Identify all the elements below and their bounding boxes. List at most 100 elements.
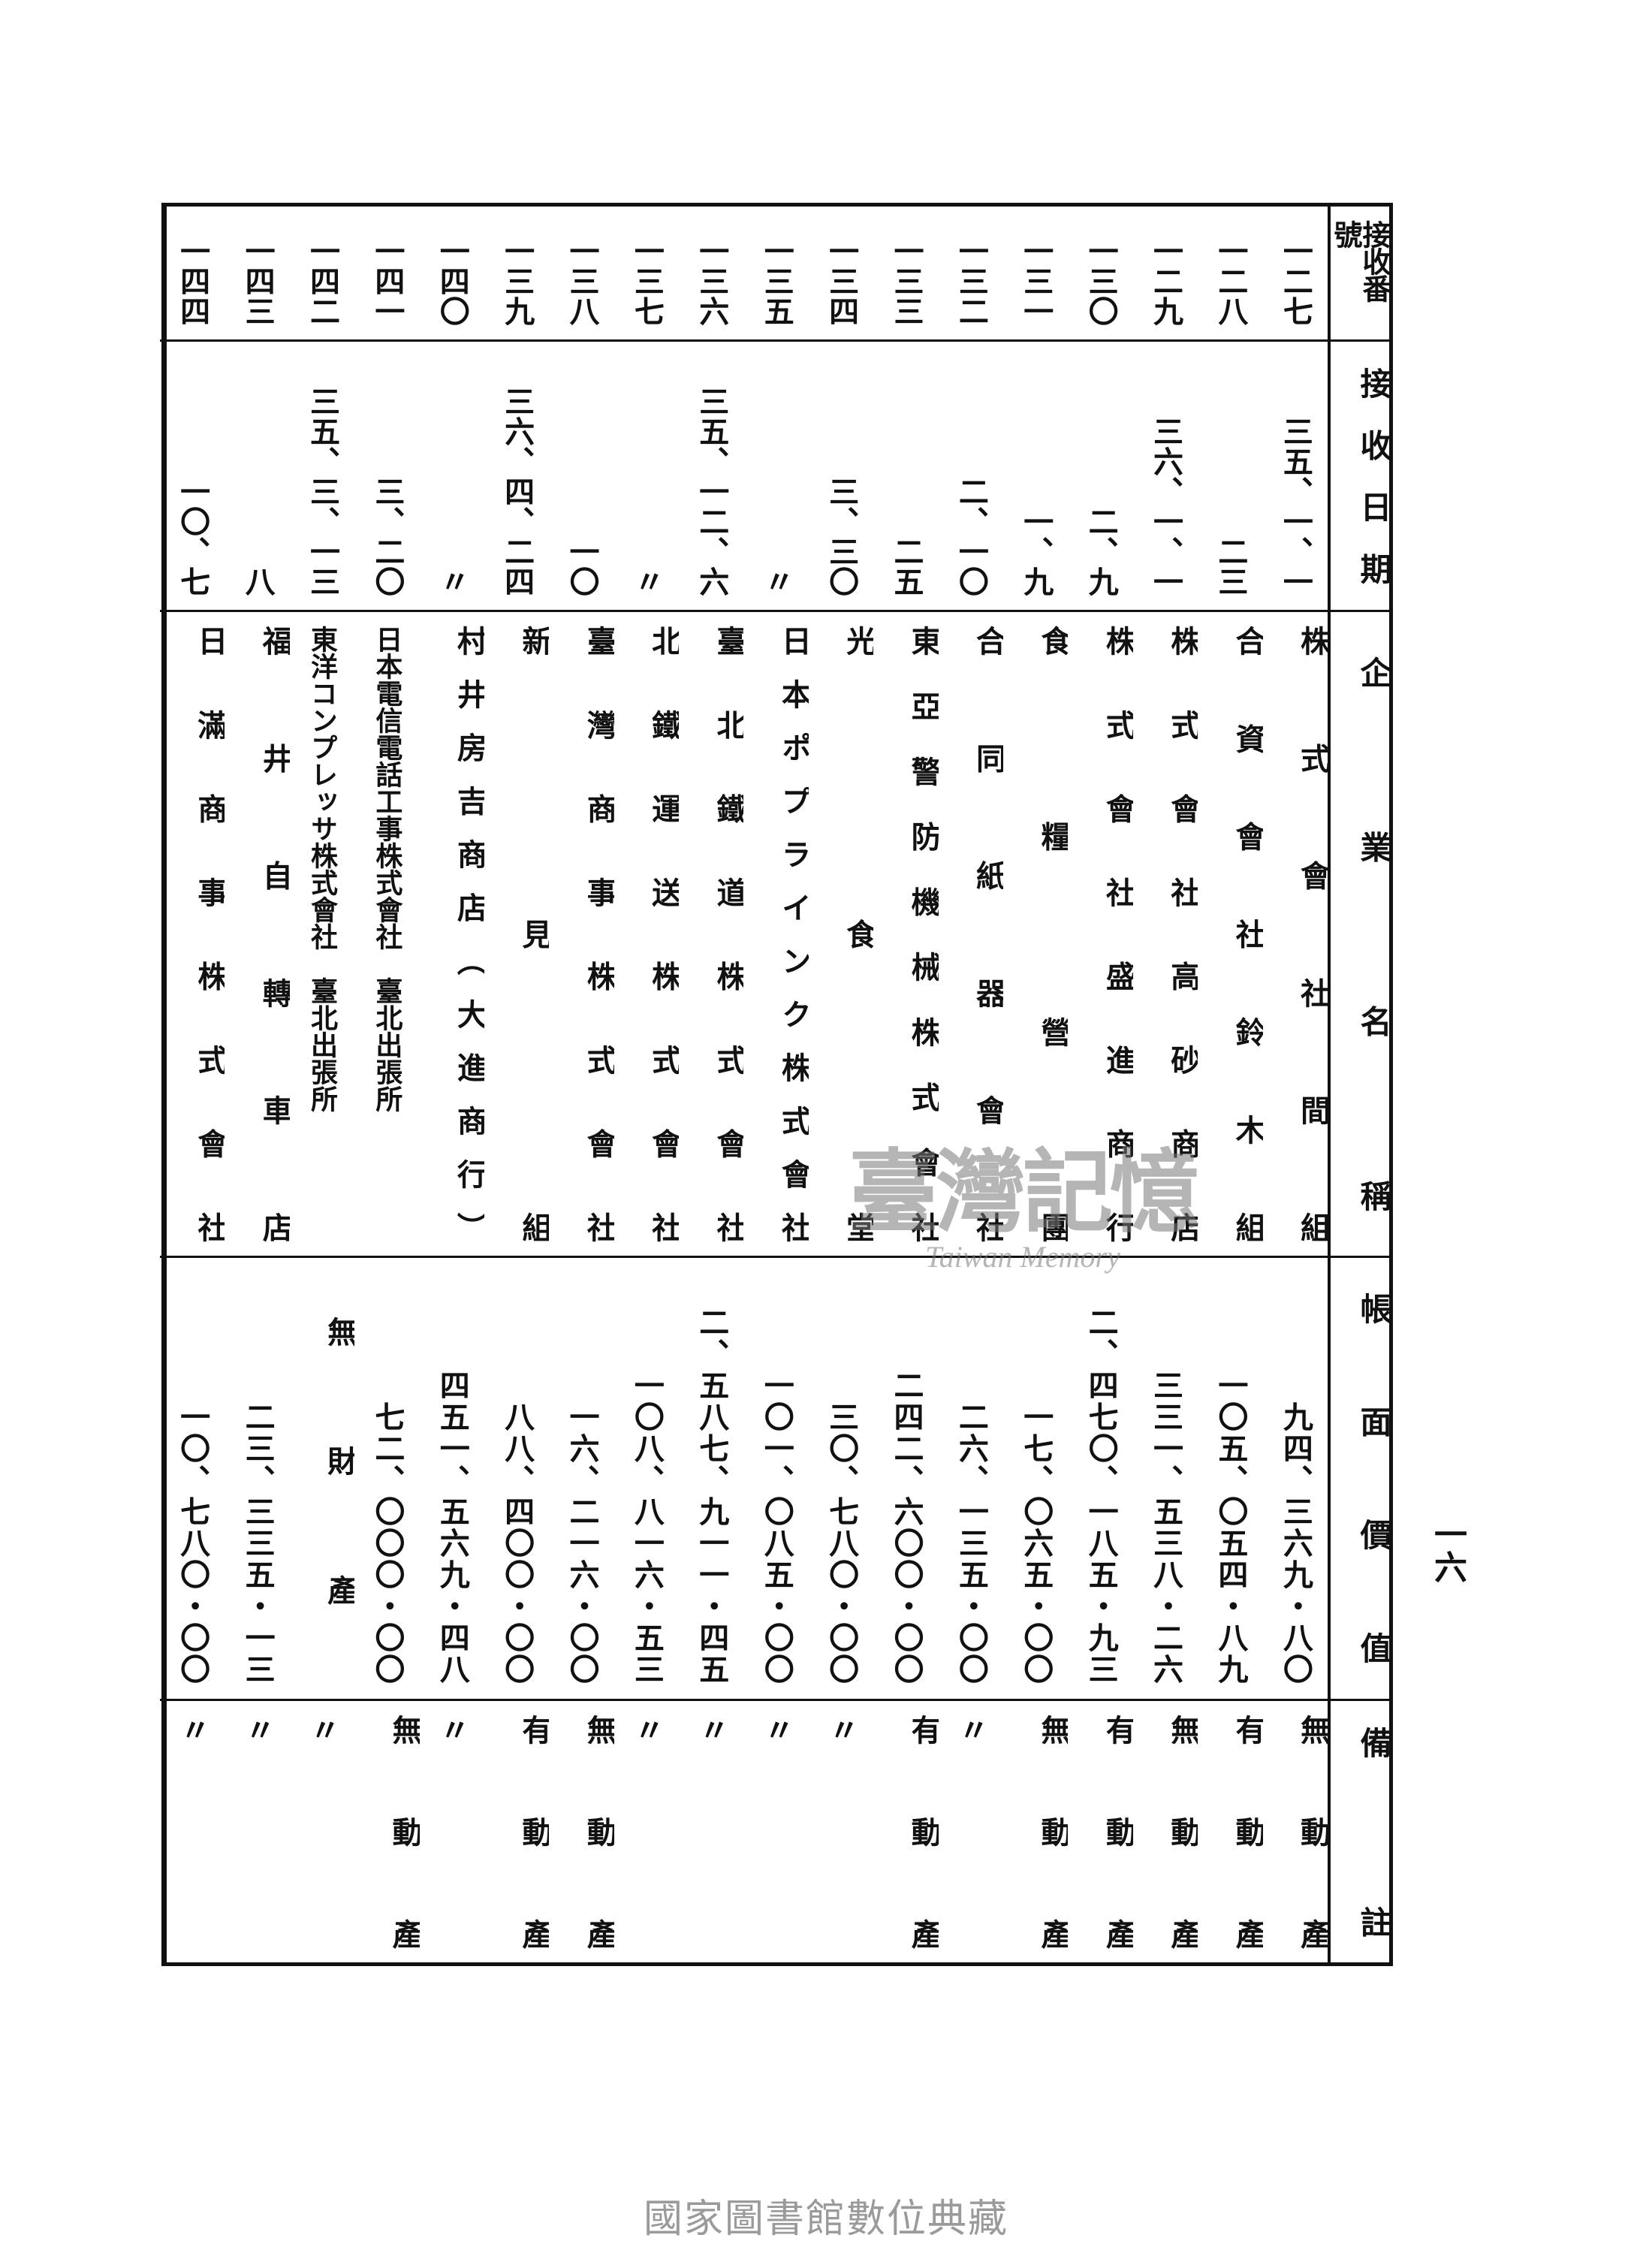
- book-value: 一〇八、八一六・五三: [629, 1370, 665, 1685]
- receipt-date-cell: 〃: [743, 342, 809, 612]
- receipt-date-cell: 一〇、七: [159, 342, 225, 612]
- receipt-number-cell: 一四〇: [419, 207, 484, 342]
- receipt-date: 一、九: [1018, 506, 1054, 596]
- remarks-cell: 有動產: [1198, 1701, 1263, 1962]
- book-value: 三三一、五三八・二六: [1148, 1370, 1184, 1685]
- remarks: 有動產: [1100, 1715, 1133, 1949]
- receipt-date-cell: 〃: [419, 342, 484, 612]
- table-row: 一四一三、二〇日本電信電話工事株式會社 臺北出張所七二、〇〇〇・〇〇無動產: [354, 207, 420, 1962]
- receipt-number-cell: 一二八: [1198, 207, 1263, 342]
- remarks-cell: 無動產: [1133, 1701, 1198, 1962]
- watermark-logo: 臺灣記憶 Taiwan Memory: [849, 1119, 1200, 1274]
- book-value: 一六、二一六・〇〇: [564, 1401, 600, 1685]
- book-value: 無財產: [322, 1317, 355, 1606]
- table-row: 一二八二三合資會社鈴木組一〇五、〇五四・八九有動產: [1198, 207, 1263, 1962]
- table-row: 一三九 三六、四、二四 新見組 八八、四〇〇・〇〇 有動產: [484, 207, 550, 1962]
- company-name: 北鐵運送株式會社: [647, 626, 680, 1242]
- company-name: 株式會社間組: [1295, 626, 1328, 1242]
- receipt-number: 一三二: [953, 236, 989, 326]
- footer-credit: 國家圖書館數位典藏: [643, 2197, 1008, 2242]
- receipt-number-cell: 一三七: [613, 207, 680, 342]
- book-value-cell: 一〇五、〇五四・八九: [1198, 1258, 1263, 1701]
- receipt-number: 一三四: [824, 236, 860, 326]
- receipt-date-cell: 八: [225, 342, 290, 612]
- book-value-cell: 一七、〇六五・〇〇: [1003, 1258, 1069, 1701]
- receipt-date-cell: 〃: [613, 342, 680, 612]
- receipt-date: 三五、一、一: [1277, 416, 1313, 596]
- remarks-cell: 無動產: [354, 1701, 420, 1962]
- company-name-cell: 株式會社間組: [1262, 612, 1328, 1258]
- receipt-date-cell: 三、二〇: [354, 342, 420, 612]
- company-name-cell: 合同紙器會社: [938, 612, 1004, 1258]
- receipt-number-cell: 一二七: [1262, 207, 1328, 342]
- book-value: 三〇、七八〇・〇〇: [824, 1401, 860, 1685]
- company-name-cell: 福井自轉車店: [225, 612, 290, 1258]
- book-value: 七二、〇〇〇・〇〇: [369, 1401, 405, 1685]
- receipt-number: 一四三: [240, 236, 276, 326]
- asset-table: 接收番號 接收日期 企業名稱 帳面價值 備註 一二七 三五、一、一 株式會社間組 九四…: [159, 203, 1393, 1966]
- page-number: 一六: [1428, 1517, 1467, 1583]
- header-remarks-label: 備註: [1355, 1726, 1389, 1938]
- receipt-number: 一二七: [1277, 236, 1313, 326]
- header-date-label: 接收日期: [1355, 367, 1389, 584]
- book-value-cell: 四五一、五六九・四八: [419, 1258, 484, 1701]
- table-row: 一四四 一〇、七 日滿商事株式會社 一〇、七八〇・〇〇〃: [159, 207, 225, 1962]
- receipt-date-cell: 二三: [1198, 342, 1263, 612]
- remarks: 〃: [953, 1715, 989, 1745]
- company-name: 合資會社鈴木組: [1230, 626, 1263, 1242]
- receipt-date-cell: 一、九: [1003, 342, 1069, 612]
- table-row: 一四三八福井自轉車店 二三、三三五・一三〃: [225, 207, 290, 1962]
- company-name-cell: 日本電信電話工事株式會社 臺北出張所: [354, 612, 420, 1258]
- remarks-cell: 有動產: [484, 1701, 549, 1962]
- receipt-date: 八: [240, 566, 276, 596]
- remarks: 〃: [694, 1715, 730, 1745]
- receipt-number-cell: 一二九: [1132, 207, 1198, 342]
- receipt-date-cell: 三五、一二、六: [679, 342, 744, 612]
- receipt-number: 一二九: [1148, 236, 1184, 326]
- header-value: 帳面價值: [1331, 1258, 1389, 1701]
- receipt-date: 二三: [1213, 536, 1249, 596]
- company-name: 臺灣商事株式會社: [581, 626, 614, 1242]
- table-row: 一四〇〃村井房吉商店（大進商行） 四五一、五六九・四八〃: [419, 207, 484, 1962]
- remarks-cell: 無動產: [549, 1701, 614, 1962]
- company-name-cell: 東洋コンプレッサ株式會社 臺北出張所: [289, 612, 355, 1258]
- book-value-cell: 二、四七〇、一八五・九三: [1068, 1258, 1133, 1701]
- header-number: 接收番號: [1331, 207, 1389, 342]
- book-value: 二六、一三五・〇〇: [953, 1401, 989, 1685]
- receipt-number: 一二八: [1213, 236, 1249, 326]
- remarks-cell: 〃: [743, 1701, 808, 1962]
- receipt-date: 〃: [758, 566, 794, 596]
- remarks-cell: 無動產: [1263, 1701, 1328, 1962]
- company-name: 福井自轉車店: [257, 626, 290, 1242]
- book-value-cell: 一〇八、八一六・五三: [613, 1258, 680, 1701]
- book-value-cell: 二四二、六〇〇・〇〇: [873, 1258, 939, 1701]
- book-value-cell: 一〇一、〇八五・〇〇: [743, 1258, 809, 1701]
- company-name-cell: 東亞警防機械株式會社: [873, 612, 939, 1258]
- receipt-date: 〃: [629, 566, 665, 596]
- table-row: 一三四 三、三〇 光食堂 三〇、七八〇・〇〇〃: [808, 207, 874, 1962]
- receipt-number-cell: 一三五: [743, 207, 809, 342]
- receipt-number-cell: 一三二: [938, 207, 1004, 342]
- remarks: 有動產: [1230, 1715, 1263, 1949]
- book-value: 一〇五、〇五四・八九: [1213, 1370, 1249, 1685]
- receipt-number: 一三六: [694, 236, 730, 326]
- book-value: 四五一、五六九・四八: [434, 1370, 470, 1685]
- remarks-cell: 〃: [225, 1701, 289, 1962]
- company-name-cell: 株式會社盛進商行: [1068, 612, 1133, 1258]
- receipt-number-cell: 一三一: [1003, 207, 1069, 342]
- book-value-cell: 二六、一三五・〇〇: [938, 1258, 1004, 1701]
- receipt-number-cell: 一四三: [225, 207, 290, 342]
- company-name-cell: 株式會社高砂商店: [1132, 612, 1198, 1258]
- company-name: 日滿商事株式會社: [192, 626, 225, 1242]
- company-name: 合同紙器會社: [971, 626, 1004, 1242]
- receipt-number: 一四〇: [434, 236, 470, 326]
- remarks-cell: 有動產: [1068, 1701, 1133, 1962]
- receipt-date-cell: 三六、四、二四: [484, 342, 550, 612]
- receipt-number-cell: 一三八: [549, 207, 614, 342]
- receipt-number-cell: 一四一: [354, 207, 420, 342]
- receipt-date: 三、二〇: [369, 476, 405, 596]
- remarks: 無動產: [1295, 1715, 1328, 1949]
- table-row: 一四二 三五、三、一三 東洋コンプレッサ株式會社 臺北出張所 無財產〃: [289, 207, 355, 1962]
- table-row: 一三七〃北鐵運送株式會社 一〇八、八一六・五三〃: [613, 207, 680, 1962]
- remarks-cell: 〃: [160, 1701, 225, 1962]
